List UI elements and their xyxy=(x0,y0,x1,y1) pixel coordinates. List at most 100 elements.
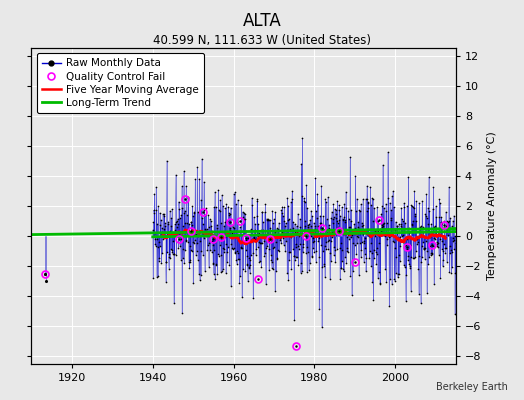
Point xyxy=(193,240,201,246)
Point xyxy=(317,242,325,248)
Point xyxy=(217,252,225,258)
Point xyxy=(256,227,265,233)
Point xyxy=(162,279,170,285)
Point xyxy=(384,149,392,156)
Point xyxy=(376,280,384,287)
Point xyxy=(165,251,173,257)
Point xyxy=(225,225,234,232)
Point xyxy=(160,213,169,220)
Point xyxy=(397,204,406,211)
Point xyxy=(205,224,213,230)
Point xyxy=(325,222,333,228)
Point xyxy=(172,233,181,239)
Point xyxy=(246,257,255,263)
Point xyxy=(289,253,298,259)
Point xyxy=(200,268,209,274)
Point xyxy=(447,264,456,270)
Point xyxy=(243,262,252,268)
Point xyxy=(382,278,390,285)
Point xyxy=(271,209,279,216)
Point xyxy=(324,238,332,244)
Point xyxy=(266,236,274,242)
Point xyxy=(326,276,334,282)
Point xyxy=(244,239,253,246)
Point xyxy=(312,258,320,265)
Point xyxy=(166,208,174,214)
Point xyxy=(401,298,410,304)
Point xyxy=(334,216,343,223)
Point xyxy=(332,211,341,217)
Point xyxy=(325,236,333,243)
Point xyxy=(357,201,365,207)
Point xyxy=(346,218,355,224)
Point xyxy=(349,229,357,236)
Point xyxy=(272,239,280,245)
Point xyxy=(324,224,333,231)
Point xyxy=(226,204,235,211)
Point xyxy=(433,243,441,249)
Point xyxy=(353,240,362,246)
Point xyxy=(358,220,366,226)
Point xyxy=(279,234,288,241)
Point xyxy=(207,229,215,235)
Point xyxy=(443,218,452,224)
Point xyxy=(315,306,323,313)
Point xyxy=(329,216,337,222)
Point xyxy=(334,228,342,235)
Point xyxy=(371,230,379,236)
Point xyxy=(320,262,328,269)
Point xyxy=(352,196,361,202)
Point xyxy=(276,236,285,243)
Point xyxy=(438,246,446,252)
Point xyxy=(427,252,435,259)
Point xyxy=(440,218,449,224)
Point xyxy=(436,274,444,281)
Point xyxy=(191,232,199,238)
Point xyxy=(342,188,350,195)
Point xyxy=(396,258,404,264)
Point xyxy=(353,233,362,240)
Point xyxy=(362,268,370,275)
Point xyxy=(194,233,202,239)
Point xyxy=(264,216,272,222)
Point xyxy=(191,237,200,243)
Point xyxy=(201,211,210,218)
Point xyxy=(363,196,372,202)
Point xyxy=(219,245,227,252)
Point xyxy=(404,174,412,180)
Point xyxy=(275,248,283,254)
Point xyxy=(431,203,440,210)
Point xyxy=(381,226,390,232)
Point xyxy=(196,232,204,238)
Point xyxy=(370,228,379,234)
Point xyxy=(283,270,291,276)
Point xyxy=(256,258,265,264)
Point xyxy=(255,259,264,266)
Point xyxy=(314,223,322,230)
Point xyxy=(248,202,256,209)
Point xyxy=(173,218,181,224)
Point xyxy=(360,238,368,244)
Point xyxy=(205,216,214,222)
Point xyxy=(344,208,353,214)
Point xyxy=(381,200,390,207)
Point xyxy=(155,238,163,245)
Point xyxy=(166,255,174,262)
Point xyxy=(292,254,300,260)
Point xyxy=(175,232,183,238)
Point xyxy=(152,207,161,213)
Point xyxy=(412,218,421,224)
Point xyxy=(392,230,401,237)
Point xyxy=(251,236,259,242)
Point xyxy=(450,246,458,252)
Point xyxy=(269,244,278,250)
Point xyxy=(252,221,260,227)
Point xyxy=(354,219,363,226)
Point xyxy=(397,223,405,229)
Point xyxy=(335,202,343,208)
Point xyxy=(274,226,282,232)
Point xyxy=(206,217,215,224)
Point xyxy=(447,269,455,276)
Point xyxy=(262,234,270,241)
Point xyxy=(392,269,400,276)
